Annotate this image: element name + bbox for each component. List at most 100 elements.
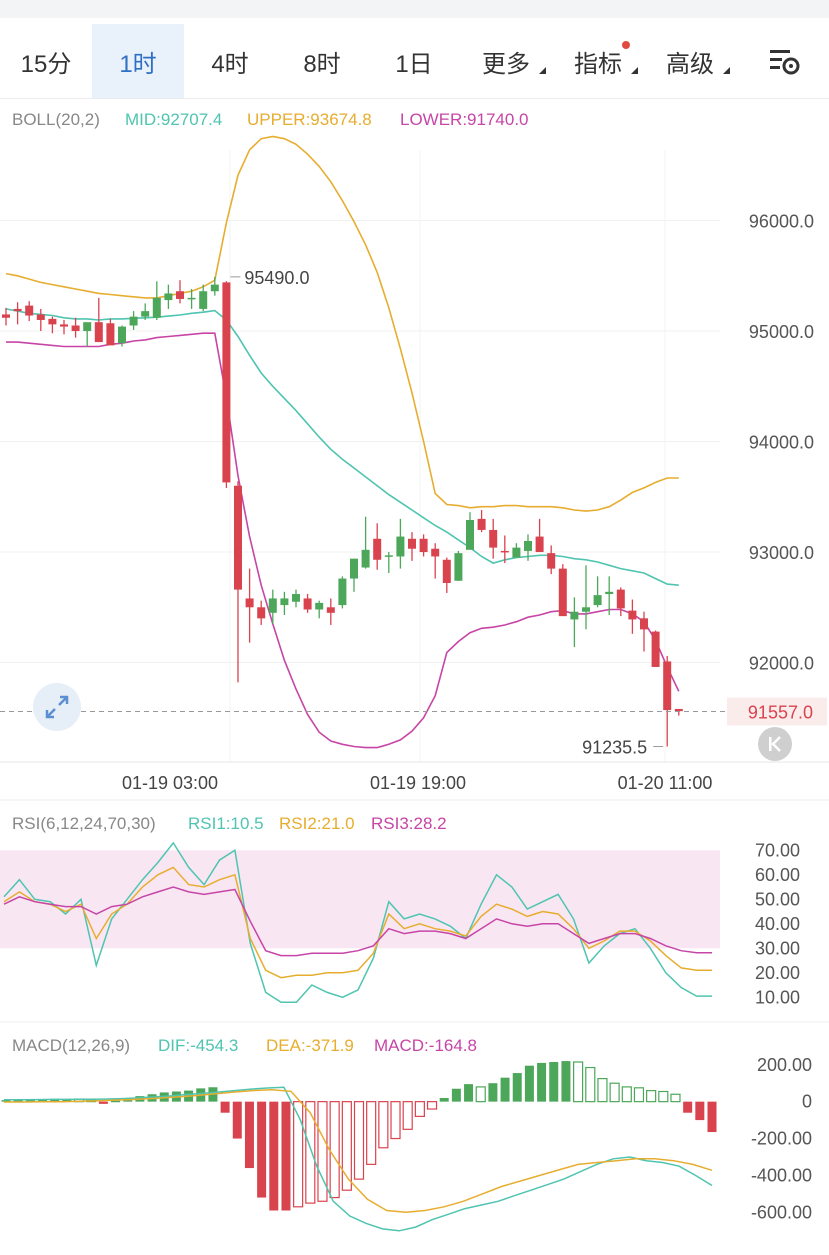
chart-settings-icon (770, 50, 800, 75)
macd-histogram-bar (573, 1061, 584, 1103)
candle-body (303, 598, 312, 610)
tab-6[interactable]: 更多 (460, 24, 552, 98)
rsi3-value-label: RSI3:28.2 (371, 814, 447, 833)
macd-histogram-bar (426, 1101, 438, 1110)
candle-body (373, 538, 382, 560)
candle-body (280, 598, 289, 606)
candle-body (60, 324, 68, 327)
candle-body (36, 314, 45, 320)
candle-body (558, 568, 567, 617)
candle-body (245, 598, 254, 608)
macd-histogram-bar (244, 1101, 254, 1169)
y-tick-label: 93000.0 (749, 543, 814, 563)
candle-body (234, 485, 242, 590)
rsi1-value-label: RSI1:10.5 (188, 814, 264, 833)
macd-histogram-bar (269, 1101, 279, 1211)
macd-value-label: MACD:-164.8 (374, 1036, 477, 1055)
candle-body (640, 618, 648, 630)
macd-histogram-bar (220, 1101, 230, 1113)
macd-y-tick-label: -200.00 (751, 1129, 812, 1149)
candle-body (454, 553, 463, 581)
macd-histogram-bar (585, 1066, 596, 1103)
macd-indicator-label: MACD(12,26,9) (12, 1036, 130, 1055)
tab-3[interactable]: 4时 (184, 24, 276, 98)
dropdown-triangle-icon (631, 67, 638, 74)
candle-body (396, 536, 405, 557)
candle-body (605, 591, 614, 595)
candle-body (674, 708, 683, 712)
candle-body (512, 547, 521, 558)
macd-histogram-bar (621, 1086, 632, 1103)
scroll-to-latest-icon (769, 736, 781, 752)
macd-histogram-bar (670, 1093, 681, 1103)
candle-body (477, 518, 486, 530)
candle-body (25, 305, 34, 316)
candle-body (326, 607, 335, 613)
dea-value-label: DEA:-371.9 (266, 1036, 354, 1055)
macd-histogram-bar (524, 1065, 534, 1102)
candle-body (384, 555, 393, 557)
candle-body (48, 318, 57, 325)
macd-histogram-bar (353, 1101, 365, 1180)
macd-histogram-bar (50, 1098, 60, 1102)
candle-body (431, 548, 440, 557)
candle-body (164, 293, 173, 301)
boll-mid-line (5, 308, 679, 586)
tab-1[interactable]: 15分 (0, 24, 92, 98)
candle-body (13, 308, 22, 312)
candle-body (593, 595, 602, 606)
macd-y-tick-label: 0 (802, 1092, 812, 1112)
dea-line (4, 1089, 713, 1214)
upper-value-label: UPPER:93674.8 (247, 110, 372, 129)
macd-histogram-bar (25, 1099, 35, 1102)
candle-body (257, 607, 266, 619)
macd-histogram-bar (414, 1101, 425, 1118)
candle-body (141, 311, 150, 317)
macd-y-tick-label: -400.00 (751, 1165, 812, 1185)
macd-histogram-bar (695, 1101, 705, 1121)
macd-histogram-bar (683, 1101, 693, 1113)
candle-body (535, 536, 544, 553)
macd-histogram-bar (561, 1061, 571, 1102)
tab-4[interactable]: 8时 (276, 24, 368, 98)
candle-body (350, 558, 358, 579)
candle-body (2, 314, 10, 318)
current-price-box (727, 697, 827, 726)
macd-histogram-bar (402, 1101, 413, 1130)
x-tick-label: 01-20 11:00 (618, 773, 713, 793)
tab-2[interactable]: 1时 (92, 24, 184, 98)
macd-histogram-bar (633, 1087, 645, 1103)
status-strip (0, 0, 829, 18)
candle-body (442, 559, 451, 583)
macd-histogram-bar (464, 1084, 474, 1102)
tab-label: 高级 (666, 50, 714, 78)
chart-settings-button[interactable] (767, 44, 801, 78)
boll-upper-line (5, 135, 679, 512)
macd-y-tick-label: -600.00 (751, 1202, 812, 1222)
candle-body (547, 553, 556, 569)
macd-histogram-bar (1, 1100, 11, 1102)
tab-8[interactable]: 高级 (644, 24, 736, 98)
candle-body (118, 326, 126, 344)
macd-histogram-bar (317, 1101, 328, 1202)
indicator-label: BOLL(20,2) (12, 110, 100, 129)
macd-histogram-bar (488, 1083, 498, 1102)
rsi-y-tick-label: 40.00 (755, 914, 800, 934)
low-price-annotation: 91235.5 (582, 738, 647, 758)
candle-body (408, 538, 416, 549)
macd-histogram-bar (341, 1101, 352, 1191)
scroll-to-latest-button[interactable] (758, 727, 792, 761)
tab-5[interactable]: 1日 (368, 24, 460, 98)
tab-label: 1时 (119, 50, 157, 78)
y-tick-label: 95000.0 (749, 322, 814, 342)
macd-histogram-bar (658, 1090, 669, 1103)
candle-body (524, 540, 532, 551)
macd-histogram-bar (512, 1073, 522, 1102)
candle-body (83, 322, 92, 332)
rsi-indicator-label: RSI(6,12,24,70,30) (12, 814, 156, 833)
expand-chart-button[interactable] (33, 683, 81, 731)
tab-7[interactable]: 指标 (552, 24, 644, 98)
macd-histogram-bar (439, 1097, 449, 1102)
candle-body (210, 284, 219, 292)
